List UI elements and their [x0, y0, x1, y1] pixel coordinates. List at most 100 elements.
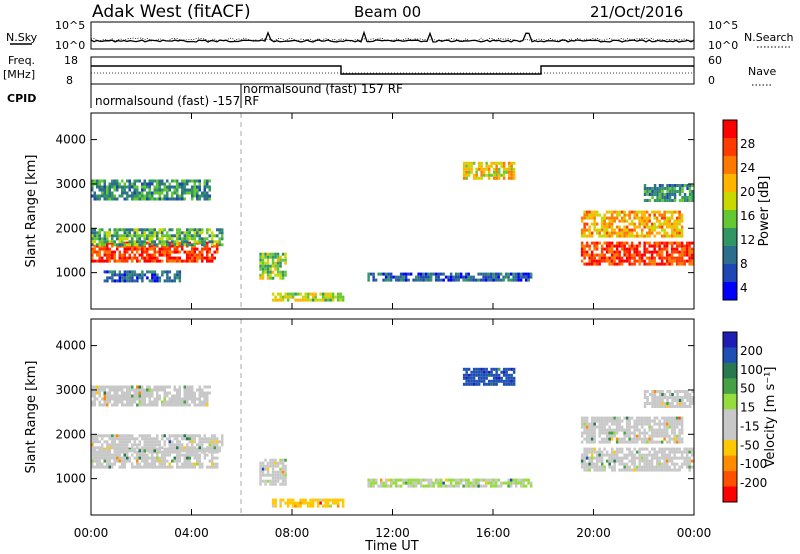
data-cell	[138, 456, 141, 460]
data-cell	[143, 273, 147, 277]
data-cell	[148, 259, 151, 263]
colorbar-swatch	[723, 156, 737, 175]
data-cell	[663, 431, 666, 435]
data-cell	[598, 228, 601, 232]
data-cell	[680, 450, 684, 454]
data-cell	[103, 459, 106, 463]
data-cell	[678, 437, 681, 441]
data-cell	[259, 261, 262, 265]
data-cell	[681, 405, 684, 408]
data-cell	[419, 481, 423, 485]
data-cell	[660, 253, 664, 257]
data-cell	[643, 396, 647, 399]
data-cell	[633, 228, 636, 232]
data-cell	[668, 416, 671, 420]
data-cell	[653, 184, 657, 187]
data-cell	[668, 422, 671, 426]
data-cell	[643, 434, 646, 438]
data-cell	[600, 247, 604, 251]
power-frame	[90, 112, 695, 310]
data-cell	[512, 275, 515, 279]
data-cell	[146, 453, 149, 457]
data-cell	[146, 234, 149, 238]
data-cell	[163, 234, 166, 238]
data-cell	[284, 464, 287, 468]
data-cell	[655, 416, 659, 420]
data-cell	[678, 250, 681, 254]
data-cell	[171, 237, 174, 241]
data-cell	[655, 225, 659, 229]
data-cell	[276, 267, 280, 271]
data-cell	[294, 298, 297, 302]
data-cell	[447, 278, 450, 282]
data-cell	[196, 259, 199, 263]
data-cell	[658, 250, 661, 254]
data-cell	[643, 241, 646, 245]
data-cell	[98, 247, 101, 251]
data-cell	[261, 461, 265, 465]
data-cell	[615, 453, 619, 457]
data-cell	[96, 253, 99, 257]
data-cell	[156, 231, 159, 235]
data-cell	[158, 259, 161, 263]
data-cell	[289, 498, 292, 502]
data-cell	[168, 391, 171, 395]
data-cell	[161, 434, 164, 438]
data-cell	[671, 399, 674, 402]
data-cell	[156, 179, 159, 183]
data-cell	[673, 247, 676, 251]
data-cell	[264, 482, 267, 486]
data-cell	[113, 385, 116, 389]
data-cell	[141, 391, 144, 395]
data-cell	[216, 440, 219, 444]
data-cell	[188, 253, 191, 257]
data-cell	[595, 453, 599, 457]
data-cell	[121, 462, 124, 466]
data-cell	[176, 462, 179, 466]
data-cell	[269, 255, 272, 259]
data-cell	[168, 259, 171, 263]
data-cell	[467, 367, 471, 371]
data-cell	[101, 462, 104, 466]
data-cell	[141, 385, 144, 389]
data-cell	[181, 403, 184, 407]
data-cell	[653, 193, 657, 196]
data-cell	[158, 397, 161, 401]
data-cell	[670, 247, 674, 251]
data-cell	[106, 397, 109, 401]
data-cell	[475, 370, 478, 374]
data-cell	[633, 234, 636, 238]
data-cell	[126, 394, 129, 398]
data-cell	[678, 450, 681, 454]
data-cell	[668, 390, 672, 393]
colorbar-swatch	[723, 210, 737, 229]
data-cell	[178, 388, 181, 392]
data-cell	[439, 478, 443, 482]
data-cell	[643, 390, 647, 393]
data-cell	[133, 243, 136, 247]
data-cell	[655, 456, 659, 460]
data-cell	[580, 253, 584, 257]
data-cell	[462, 161, 466, 165]
data-cell	[211, 440, 214, 444]
data-cell	[384, 481, 388, 485]
data-cell	[680, 262, 684, 266]
data-cell	[633, 459, 636, 463]
data-cell	[193, 182, 196, 186]
data-cell	[663, 434, 666, 438]
data-cell	[168, 403, 171, 407]
data-cell	[113, 391, 116, 395]
data-cell	[507, 367, 511, 371]
data-cell	[286, 298, 290, 302]
data-cell	[640, 465, 644, 469]
data-cell	[113, 231, 116, 235]
colorbar-swatch	[723, 192, 737, 211]
data-cell	[512, 367, 516, 371]
data-cell	[211, 437, 214, 441]
data-cell	[675, 437, 679, 441]
data-cell	[603, 219, 606, 223]
data-cell	[673, 453, 676, 457]
data-cell	[660, 216, 664, 220]
